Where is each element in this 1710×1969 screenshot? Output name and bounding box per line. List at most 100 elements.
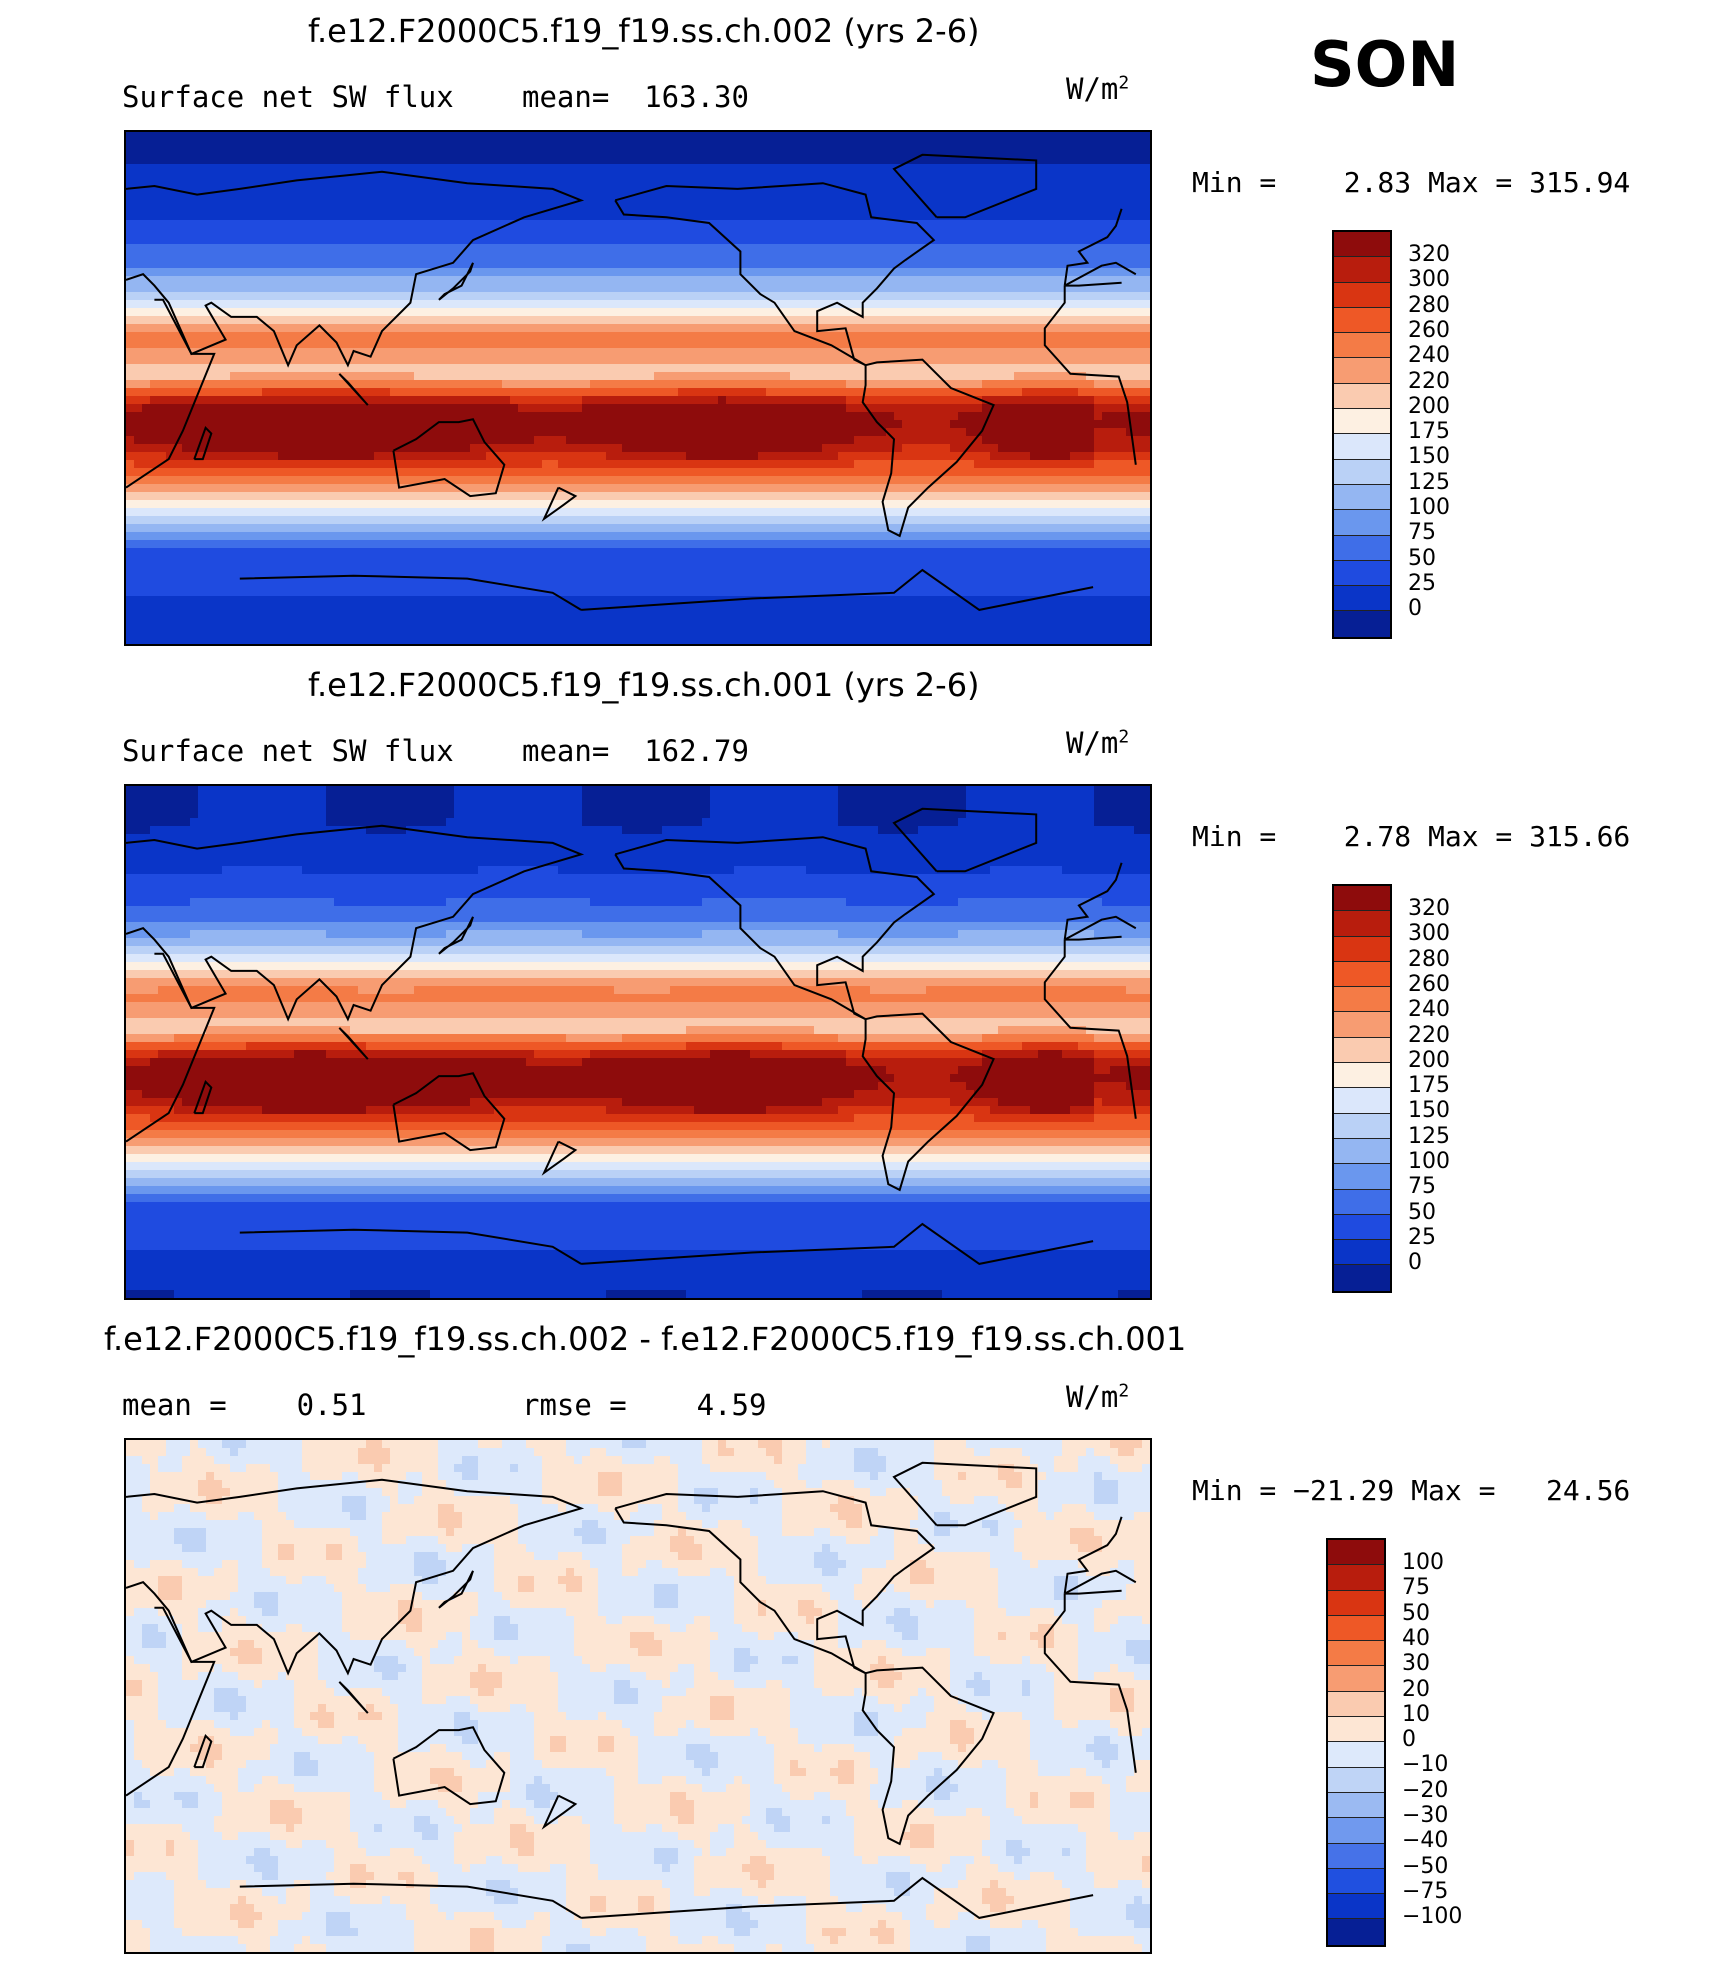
map-field-cell <box>966 308 975 317</box>
map-field-cell <box>1094 332 1103 341</box>
map-field-cell <box>806 164 815 173</box>
map-field-cell <box>318 308 327 317</box>
map-field-cell <box>230 204 239 213</box>
map-field-cell <box>198 348 207 357</box>
map-field-cell <box>742 284 751 293</box>
map-field-cell <box>334 268 343 277</box>
map-field-cell <box>894 252 903 261</box>
map-field-cell <box>766 412 775 421</box>
map-field-cell <box>822 436 831 445</box>
map-field-cell <box>566 380 575 389</box>
map-field-cell <box>286 276 295 285</box>
map-field-cell <box>350 372 359 381</box>
map-field-cell <box>1054 436 1063 445</box>
map-field-cell <box>718 228 727 237</box>
map-field-cell <box>910 268 919 277</box>
map-field-cell <box>454 244 463 253</box>
map-field-cell <box>366 164 375 173</box>
map-field-cell <box>190 156 199 165</box>
map-field-cell <box>854 388 863 397</box>
map-field-cell <box>750 188 759 197</box>
map-field-cell <box>174 316 183 325</box>
map-field-cell <box>838 380 847 389</box>
map-field-cell <box>686 340 695 349</box>
map-field-cell <box>1142 404 1150 413</box>
map-field-cell <box>446 252 455 261</box>
map-field-cell <box>566 372 575 381</box>
map-field-cell <box>294 364 303 373</box>
map-field-cell <box>878 140 887 149</box>
map-field-cell <box>766 372 775 381</box>
map-field-cell <box>310 420 319 429</box>
map-field-cell <box>1102 148 1111 157</box>
map-field-cell <box>462 372 471 381</box>
map-field-cell <box>470 308 479 317</box>
map-field-cell <box>718 156 727 165</box>
map-field-cell <box>254 412 263 421</box>
map-field-cell <box>182 196 191 205</box>
map-field-cell <box>862 244 871 253</box>
map-field-cell <box>782 348 791 357</box>
map-field-cell <box>806 412 815 421</box>
map-field-cell <box>1086 252 1095 261</box>
map-field-cell <box>1094 132 1103 141</box>
map-field-cell <box>182 276 191 285</box>
map-field-cell <box>846 380 855 389</box>
map-field-cell <box>486 140 495 149</box>
map-field-cell <box>918 188 927 197</box>
map-field-cell <box>502 404 511 413</box>
map-field-cell <box>494 324 503 333</box>
map-field-cell <box>1134 252 1143 261</box>
map-field-cell <box>518 236 527 245</box>
map-field-cell <box>142 356 151 365</box>
map-field-cell <box>158 324 167 333</box>
map-field-cell <box>1086 372 1095 381</box>
map-field-cell <box>326 244 335 253</box>
map-field-cell <box>1022 284 1031 293</box>
map-field-cell <box>302 188 311 197</box>
map-field-cell <box>734 428 743 437</box>
map-field-cell <box>1070 348 1079 357</box>
map-field-cell <box>518 156 527 165</box>
map-field-cell <box>126 292 135 301</box>
map-field-cell <box>486 236 495 245</box>
map-field-cell <box>902 148 911 157</box>
map-field-cell <box>694 348 703 357</box>
map-field-cell <box>790 172 799 181</box>
map-field-cell <box>1118 196 1127 205</box>
map-field-cell <box>262 148 271 157</box>
map-field-cell <box>974 236 983 245</box>
map-field-cell <box>182 204 191 213</box>
map-field-cell <box>902 388 911 397</box>
map-field-cell <box>462 156 471 165</box>
map-field-cell <box>590 364 599 373</box>
map-field-cell <box>814 364 823 373</box>
map-field-cell <box>798 308 807 317</box>
map-field-cell <box>958 404 967 413</box>
map-field-cell <box>718 364 727 373</box>
map-field-cell <box>198 396 207 405</box>
map-field-cell <box>446 388 455 397</box>
map-field-cell <box>998 228 1007 237</box>
map-field-cell <box>1142 388 1150 397</box>
map-field-cell <box>918 228 927 237</box>
map-field-cell <box>822 156 831 165</box>
map-field-cell <box>766 156 775 165</box>
map-field-cell <box>174 260 183 269</box>
map-field-cell <box>278 436 287 445</box>
map-field-cell <box>190 140 199 149</box>
map-field-cell <box>662 244 671 253</box>
map-field-cell <box>126 372 135 381</box>
map-field-cell <box>1134 292 1143 301</box>
map-field-cell <box>1094 204 1103 213</box>
map-field-cell <box>702 348 711 357</box>
map-field-cell <box>934 276 943 285</box>
map-field-cell <box>486 404 495 413</box>
map-field-cell <box>1078 292 1087 301</box>
map-field-cell <box>862 204 871 213</box>
map-field-cell <box>1094 436 1103 445</box>
map-field-cell <box>670 172 679 181</box>
map-field-cell <box>734 164 743 173</box>
map-field-cell <box>422 212 431 221</box>
map-field-cell <box>350 300 359 309</box>
